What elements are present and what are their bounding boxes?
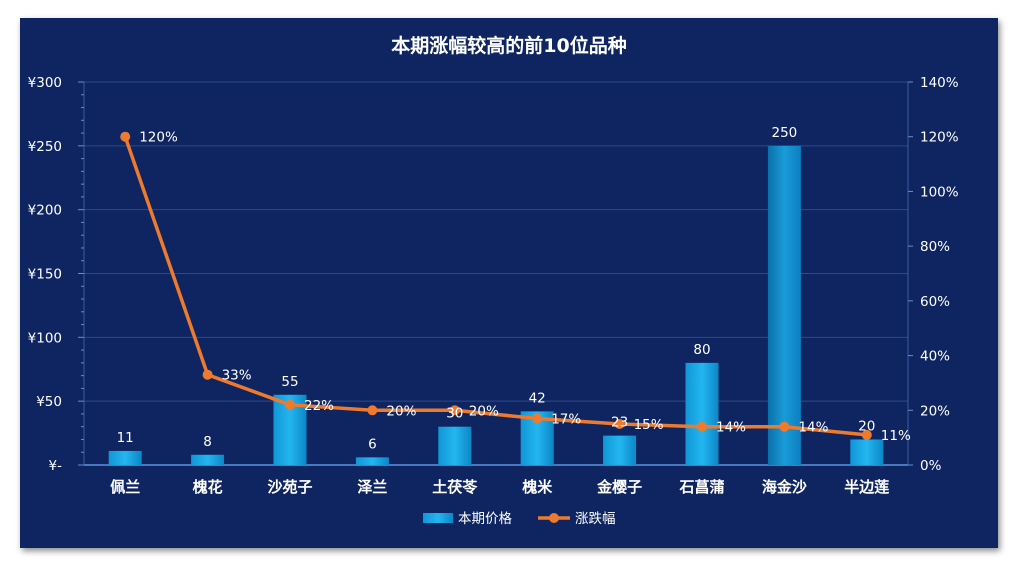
bar [191, 454, 225, 465]
x-axis-category-label: 槐花 [192, 478, 223, 496]
line-value-label: 33% [222, 368, 252, 384]
bar-value-label: 6 [368, 436, 377, 452]
line-value-label: 17% [551, 411, 581, 427]
bar [108, 450, 142, 465]
line-value-label: 22% [304, 398, 334, 414]
y-axis-left-tick-label: ¥50 [36, 394, 62, 410]
line-value-label: 120% [139, 130, 178, 146]
line-path [123, 134, 869, 437]
line-point [779, 421, 790, 432]
line-point [367, 405, 378, 416]
x-axis-category-label: 槐米 [521, 478, 553, 496]
chart-panel: 本期涨幅较高的前10位品种 ¥- ¥50 ¥100 ¥150 ¥200 ¥250 ¥300 0… [20, 18, 998, 548]
line-point [449, 405, 460, 416]
y-axis-left-tick-label: ¥100 [28, 330, 62, 346]
legend-line-marker [549, 513, 559, 523]
line-point [532, 413, 543, 424]
y-axis-right-tick-label: 20% [920, 403, 950, 419]
bar-value-label: 23 [611, 415, 628, 431]
line-point [697, 421, 707, 432]
x-axis-category-label: 海金沙 [762, 478, 807, 496]
x-axis-category-label: 泽兰 [357, 478, 387, 496]
x-axis-category-label: 石菖蒲 [678, 478, 724, 496]
line-point [202, 369, 213, 380]
x-axis-category-label: 金樱子 [596, 478, 642, 496]
bar-value-label: 30 [446, 406, 463, 422]
y-axis-right-tick-label: 0% [920, 458, 942, 474]
line-point [120, 131, 131, 142]
chart-title: 本期涨幅较高的前10位品种 [391, 34, 626, 57]
line-value-label: 15% [634, 417, 664, 433]
bar-value-label: 42 [529, 390, 546, 406]
bar [438, 426, 472, 465]
line-value-label: 20% [469, 403, 499, 419]
legend-bar-label: 本期价格 [458, 511, 512, 527]
line-series [120, 131, 872, 440]
line-value-label: 14% [798, 420, 828, 436]
bar-value-label: 80 [693, 342, 710, 358]
line-value-label: 11% [881, 428, 911, 444]
chart-svg: 本期涨幅较高的前10位品种 ¥- ¥50 ¥100 ¥150 ¥200 ¥250 ¥300 0… [28, 34, 959, 527]
y-axis-right-tick-label: 40% [920, 349, 950, 365]
axes: ¥- ¥50 ¥100 ¥150 ¥200 ¥250 ¥300 0% 20% 40% 60% 80% 1… [28, 75, 959, 496]
bar-value-label: 55 [281, 374, 298, 390]
x-axis-category-label: 半边莲 [844, 478, 889, 496]
legend: 本期价格 涨跌幅 [423, 511, 616, 527]
line-value-label: 14% [716, 420, 746, 436]
bar [685, 362, 719, 465]
y-axis-left-tick-label: ¥150 [28, 267, 62, 283]
line-point [614, 418, 625, 429]
bar-value-label: 11 [117, 430, 134, 446]
bar [355, 457, 389, 465]
bar-series [108, 145, 884, 465]
y-axis-left-tick-label: ¥250 [28, 139, 62, 155]
bar [767, 145, 801, 465]
line-point [861, 429, 872, 440]
y-axis-right-tick-label: 80% [920, 239, 950, 255]
line-point [285, 399, 295, 410]
x-axis-category-label: 土茯苓 [432, 478, 478, 496]
y-axis-right-tick-label: 140% [920, 75, 959, 91]
y-axis-left-tick-label: ¥200 [28, 203, 62, 219]
y-axis-right-tick-label: 100% [920, 184, 959, 200]
y-axis-right-tick-label: 120% [920, 130, 959, 146]
bar-value-label: 20 [858, 418, 875, 434]
x-axis-category-label: 佩兰 [110, 478, 140, 496]
legend-bar-swatch [423, 513, 453, 523]
bar [850, 439, 884, 465]
bar [603, 435, 637, 465]
y-axis-left-tick-label: ¥300 [28, 75, 62, 91]
data-labels: 11 8 55 6 30 42 23 80 250 20 120% 33% 22% 20% 20% 17% 15… [117, 125, 911, 453]
x-axis-category-label: 沙苑子 [267, 478, 312, 496]
legend-line-label: 涨跌幅 [575, 511, 616, 527]
bar-value-label: 8 [203, 434, 212, 450]
y-axis-right-tick-label: 60% [920, 294, 950, 310]
line-value-label: 20% [386, 403, 416, 419]
y-axis-left-tick-label: ¥- [49, 458, 63, 474]
bar-value-label: 250 [772, 125, 798, 141]
